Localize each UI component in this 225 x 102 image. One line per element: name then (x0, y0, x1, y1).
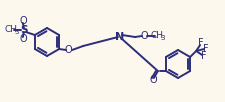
Text: 3: 3 (160, 34, 164, 40)
Text: CH: CH (150, 32, 163, 40)
Text: O: O (19, 34, 27, 44)
Text: O: O (140, 31, 147, 41)
Text: F: F (202, 44, 208, 54)
Text: CH: CH (4, 26, 17, 34)
Text: N: N (115, 32, 124, 42)
Text: S: S (20, 25, 27, 35)
Text: F: F (200, 51, 206, 61)
Text: O: O (19, 16, 27, 26)
Text: O: O (64, 45, 72, 55)
Text: O: O (148, 75, 156, 85)
Text: F: F (197, 38, 203, 48)
Text: 3: 3 (14, 28, 18, 34)
